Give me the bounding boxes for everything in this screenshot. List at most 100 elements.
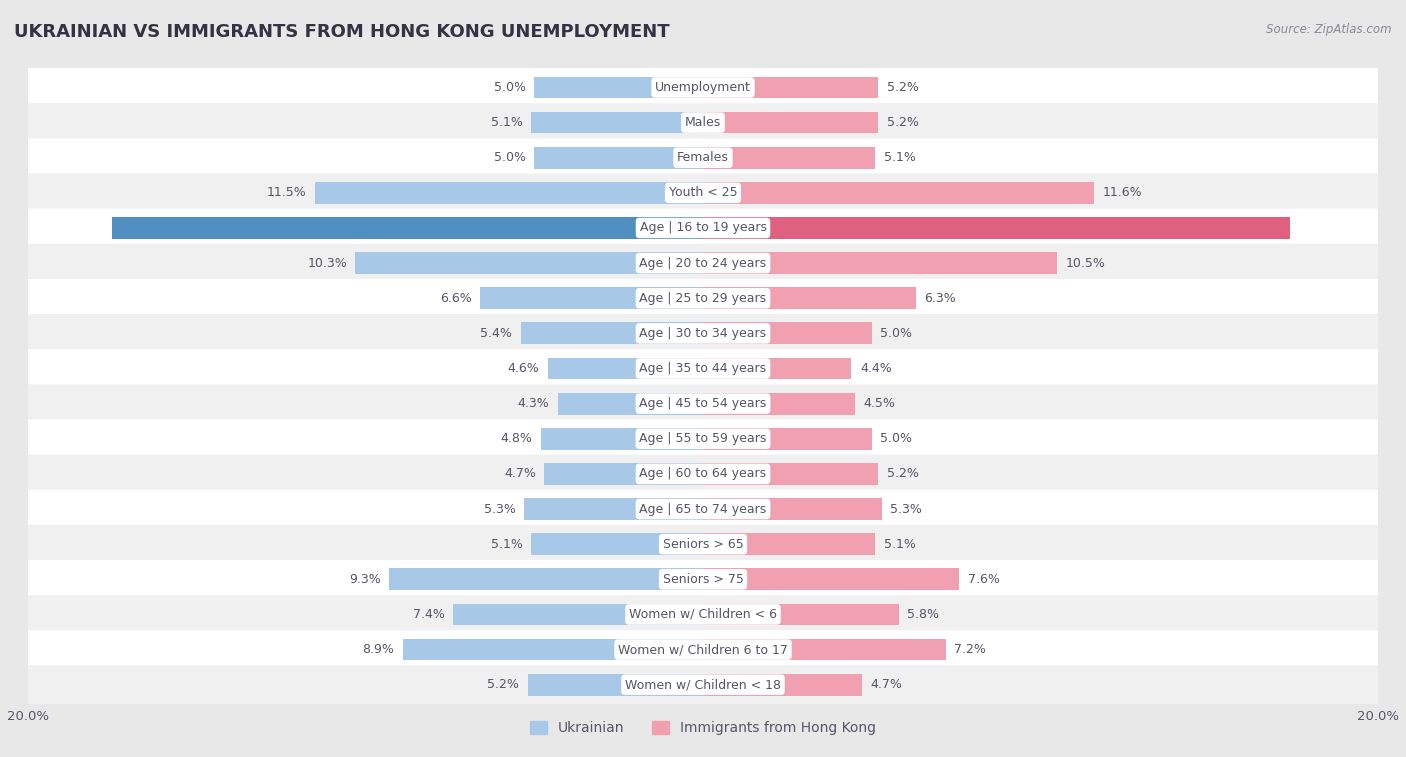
Text: 5.1%: 5.1% bbox=[883, 537, 915, 550]
Text: Age | 20 to 24 years: Age | 20 to 24 years bbox=[640, 257, 766, 269]
Text: 10.3%: 10.3% bbox=[308, 257, 347, 269]
Text: 5.2%: 5.2% bbox=[887, 467, 918, 481]
Text: 4.6%: 4.6% bbox=[508, 362, 540, 375]
FancyBboxPatch shape bbox=[27, 665, 1379, 704]
Text: 4.5%: 4.5% bbox=[863, 397, 896, 410]
Bar bbox=[703, 322, 872, 344]
FancyBboxPatch shape bbox=[27, 595, 1379, 634]
FancyBboxPatch shape bbox=[27, 173, 1379, 212]
Bar bbox=[703, 393, 855, 415]
Bar bbox=[703, 569, 959, 590]
Bar bbox=[520, 322, 703, 344]
Text: 5.1%: 5.1% bbox=[491, 116, 523, 129]
Text: 4.3%: 4.3% bbox=[517, 397, 550, 410]
Text: 5.0%: 5.0% bbox=[494, 151, 526, 164]
FancyBboxPatch shape bbox=[27, 139, 1379, 177]
Text: 5.2%: 5.2% bbox=[887, 81, 918, 94]
Text: 8.9%: 8.9% bbox=[363, 643, 394, 656]
Text: Women w/ Children < 18: Women w/ Children < 18 bbox=[626, 678, 780, 691]
Text: 11.6%: 11.6% bbox=[1102, 186, 1143, 199]
Bar bbox=[112, 217, 703, 239]
Text: 6.3%: 6.3% bbox=[924, 291, 956, 305]
Bar bbox=[703, 463, 879, 484]
FancyBboxPatch shape bbox=[27, 68, 1379, 107]
Text: Women w/ Children 6 to 17: Women w/ Children 6 to 17 bbox=[619, 643, 787, 656]
Bar bbox=[703, 76, 879, 98]
Legend: Ukrainian, Immigrants from Hong Kong: Ukrainian, Immigrants from Hong Kong bbox=[530, 721, 876, 735]
Bar bbox=[703, 357, 852, 379]
Text: Youth < 25: Youth < 25 bbox=[669, 186, 737, 199]
Bar bbox=[315, 182, 703, 204]
Text: Males: Males bbox=[685, 116, 721, 129]
Text: 7.6%: 7.6% bbox=[967, 573, 1000, 586]
Text: 5.2%: 5.2% bbox=[488, 678, 519, 691]
Bar bbox=[481, 288, 703, 309]
Bar bbox=[389, 569, 703, 590]
FancyBboxPatch shape bbox=[27, 385, 1379, 423]
FancyBboxPatch shape bbox=[27, 490, 1379, 528]
FancyBboxPatch shape bbox=[27, 631, 1379, 669]
Bar bbox=[531, 112, 703, 133]
Bar bbox=[703, 498, 882, 520]
Text: 5.4%: 5.4% bbox=[481, 327, 512, 340]
Bar bbox=[703, 428, 872, 450]
FancyBboxPatch shape bbox=[27, 314, 1379, 353]
Text: Age | 35 to 44 years: Age | 35 to 44 years bbox=[640, 362, 766, 375]
Bar bbox=[703, 217, 1291, 239]
FancyBboxPatch shape bbox=[27, 244, 1379, 282]
Text: 11.5%: 11.5% bbox=[267, 186, 307, 199]
Text: Age | 45 to 54 years: Age | 45 to 54 years bbox=[640, 397, 766, 410]
Text: Women w/ Children < 6: Women w/ Children < 6 bbox=[628, 608, 778, 621]
Text: 5.1%: 5.1% bbox=[491, 537, 523, 550]
Bar bbox=[703, 147, 875, 169]
Bar bbox=[541, 428, 703, 450]
Text: 17.4%: 17.4% bbox=[1299, 222, 1339, 235]
Text: Seniors > 65: Seniors > 65 bbox=[662, 537, 744, 550]
FancyBboxPatch shape bbox=[27, 279, 1379, 318]
Text: 5.0%: 5.0% bbox=[880, 327, 912, 340]
Text: 7.4%: 7.4% bbox=[413, 608, 444, 621]
Text: Females: Females bbox=[678, 151, 728, 164]
Text: Seniors > 75: Seniors > 75 bbox=[662, 573, 744, 586]
Bar bbox=[703, 603, 898, 625]
Text: 5.3%: 5.3% bbox=[484, 503, 516, 516]
Bar bbox=[558, 393, 703, 415]
Text: 5.1%: 5.1% bbox=[883, 151, 915, 164]
Text: UKRAINIAN VS IMMIGRANTS FROM HONG KONG UNEMPLOYMENT: UKRAINIAN VS IMMIGRANTS FROM HONG KONG U… bbox=[14, 23, 669, 41]
Bar bbox=[534, 76, 703, 98]
Bar bbox=[531, 533, 703, 555]
Text: Unemployment: Unemployment bbox=[655, 81, 751, 94]
Bar bbox=[703, 182, 1094, 204]
Bar bbox=[703, 288, 915, 309]
FancyBboxPatch shape bbox=[27, 560, 1379, 599]
Text: Age | 16 to 19 years: Age | 16 to 19 years bbox=[640, 222, 766, 235]
Text: 7.2%: 7.2% bbox=[955, 643, 986, 656]
FancyBboxPatch shape bbox=[27, 349, 1379, 388]
Text: 5.0%: 5.0% bbox=[494, 81, 526, 94]
Text: 4.7%: 4.7% bbox=[870, 678, 901, 691]
Text: 4.8%: 4.8% bbox=[501, 432, 533, 445]
Text: 17.5%: 17.5% bbox=[65, 222, 104, 235]
Text: 4.7%: 4.7% bbox=[505, 467, 536, 481]
Bar bbox=[453, 603, 703, 625]
Text: 5.3%: 5.3% bbox=[890, 503, 922, 516]
Bar bbox=[402, 639, 703, 660]
Bar bbox=[703, 674, 862, 696]
FancyBboxPatch shape bbox=[27, 454, 1379, 494]
Text: 4.4%: 4.4% bbox=[860, 362, 891, 375]
Bar bbox=[527, 674, 703, 696]
Text: Source: ZipAtlas.com: Source: ZipAtlas.com bbox=[1267, 23, 1392, 36]
Bar bbox=[534, 147, 703, 169]
FancyBboxPatch shape bbox=[27, 103, 1379, 142]
Bar bbox=[703, 112, 879, 133]
Bar bbox=[703, 639, 946, 660]
Text: Age | 65 to 74 years: Age | 65 to 74 years bbox=[640, 503, 766, 516]
Text: Age | 55 to 59 years: Age | 55 to 59 years bbox=[640, 432, 766, 445]
Text: 5.0%: 5.0% bbox=[880, 432, 912, 445]
FancyBboxPatch shape bbox=[27, 525, 1379, 563]
Text: Age | 30 to 34 years: Age | 30 to 34 years bbox=[640, 327, 766, 340]
FancyBboxPatch shape bbox=[27, 419, 1379, 458]
FancyBboxPatch shape bbox=[27, 209, 1379, 248]
Text: 10.5%: 10.5% bbox=[1066, 257, 1105, 269]
Bar bbox=[524, 498, 703, 520]
